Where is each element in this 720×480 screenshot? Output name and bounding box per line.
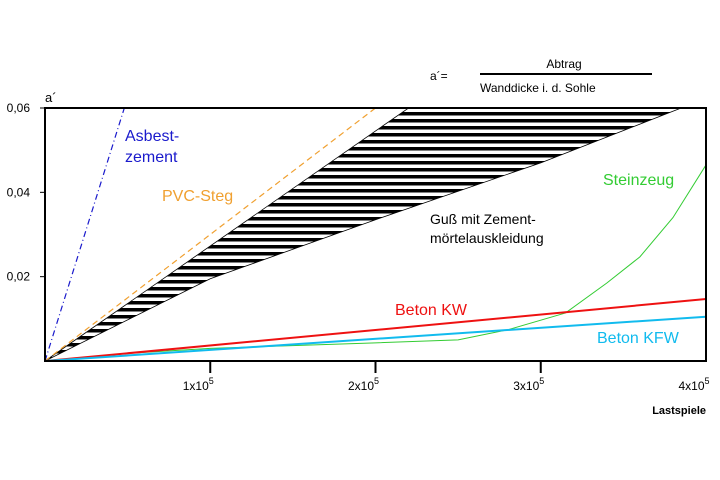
- band-guss-zementmoertel: [44, 107, 682, 362]
- series-line-beton-kw: [44, 298, 707, 362]
- formula-lhs: a´=: [430, 69, 448, 83]
- series-label-asbestzement: zement: [125, 149, 178, 166]
- series-label-pvc-steg: PVC-Steg: [162, 188, 233, 205]
- x-tick-label: 2x105: [348, 376, 379, 393]
- y-tick-label: 0,04: [7, 185, 31, 199]
- series-label-beton-kfw: Beton KFW: [597, 330, 680, 347]
- formula-denominator: Wanddicke i. d. Sohle: [480, 81, 596, 95]
- band-label: Guß mit Zement-: [430, 211, 536, 227]
- x-tick-exponent: 5: [374, 376, 379, 386]
- x-tick-exponent: 5: [209, 376, 214, 386]
- x-tick-exponent: 5: [539, 376, 544, 386]
- series-label-beton-kw: Beton KW: [395, 302, 468, 319]
- x-tick-label: 1x105: [183, 376, 214, 393]
- series-label-asbestzement: Asbest-: [125, 128, 179, 145]
- x-tick-exponent: 5: [705, 376, 710, 386]
- x-tick-label: 3x105: [513, 376, 544, 393]
- series-label-steinzeug: Steinzeug: [603, 172, 674, 189]
- x-axis-label: Lastspiele: [652, 405, 706, 417]
- formula-numerator: Abtrag: [546, 57, 581, 71]
- plot-frame: [44, 107, 707, 362]
- y-tick-label: 0,02: [7, 270, 31, 284]
- band-label: mörtelauskleidung: [430, 230, 544, 246]
- series-line-beton-kfw: [44, 315, 707, 362]
- x-tick-label: 4x105: [678, 376, 709, 393]
- y-tick-label: 0,06: [7, 101, 31, 115]
- y-axis-label: a´: [45, 90, 57, 105]
- series-line-asbestzement: [44, 107, 125, 362]
